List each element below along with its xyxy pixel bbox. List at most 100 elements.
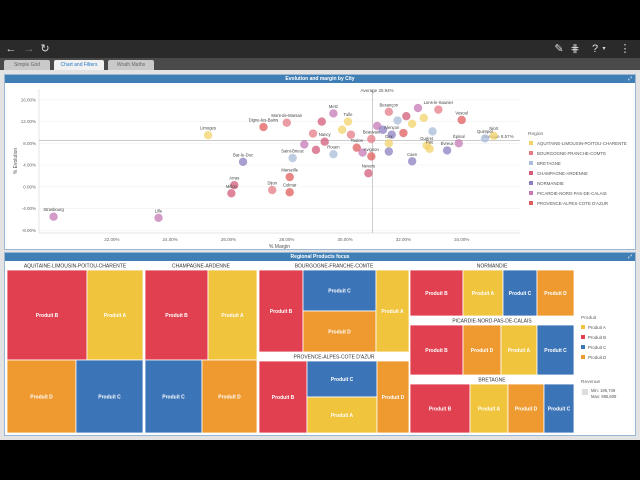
product-legend-label: Produit A xyxy=(588,325,606,330)
x-tick-label: 28.00% xyxy=(279,237,294,242)
treemap-cell xyxy=(144,359,203,434)
more-options-icon[interactable]: ⋮ xyxy=(619,43,631,55)
region-legend-label: CHAMPAGNE-ARDENNE xyxy=(537,171,588,176)
treemap-cell-label: Produit D xyxy=(30,395,53,401)
city-point xyxy=(384,147,394,156)
revenue-legend-swatch xyxy=(582,389,588,395)
back-arrow-icon[interactable]: ← xyxy=(5,43,17,55)
city-label: Alençon xyxy=(384,125,400,130)
region-legend-label: AQUITAINE-LIMOUSIN-POITOU-CHARENTE xyxy=(537,141,627,146)
edit-pencil-icon[interactable]: ✎ xyxy=(554,43,564,55)
treemap-cell-label: Produit C xyxy=(509,291,532,297)
tab-chart-and-filters[interactable]: Chart and Filters xyxy=(54,60,104,70)
region-header xyxy=(410,262,574,269)
treemap-cell xyxy=(409,269,464,317)
product-legend-label: Produit C xyxy=(588,345,606,350)
y-tick-label: -8.00% xyxy=(22,228,36,233)
city-point xyxy=(203,130,213,140)
city-label: Strasbourg xyxy=(43,207,64,212)
product-legend-swatch xyxy=(581,335,585,339)
revenue-max-label: Max: 985,609 xyxy=(591,394,617,399)
treemap-cell-label: Produit B xyxy=(425,291,448,297)
region-legend-swatch xyxy=(529,191,533,195)
city-point xyxy=(317,117,326,126)
region-legend-swatch xyxy=(529,201,533,205)
tab-wrath-maths[interactable]: Wrath Maths xyxy=(108,60,154,70)
region-legend-swatch xyxy=(529,171,533,175)
help-icon[interactable]: ? xyxy=(591,43,599,55)
tab-simple-grid[interactable]: Simple Grid xyxy=(4,60,50,70)
city-label: Niort xyxy=(489,126,499,131)
city-label: Marseille xyxy=(281,168,298,173)
treemap-cell xyxy=(536,324,575,376)
city-point xyxy=(308,129,318,138)
product-legend-swatch xyxy=(581,355,585,359)
treemap-cell-label: Produit D xyxy=(515,407,538,413)
city-point xyxy=(367,134,376,144)
city-point xyxy=(413,103,423,113)
city-point xyxy=(288,153,297,163)
city-label: Pau xyxy=(426,139,434,144)
city-label: Avignon xyxy=(364,147,380,152)
city-point xyxy=(425,144,434,153)
city-point xyxy=(457,115,466,125)
treemap-cell-label: Produit C xyxy=(162,395,185,401)
treemap-cell xyxy=(536,269,575,317)
treemap-cell-label: Produit D xyxy=(544,291,567,297)
city-label: Lons-le-Saunier xyxy=(424,100,454,105)
treemap-cell-label: Produit A xyxy=(381,309,404,315)
city-point xyxy=(434,105,443,114)
city-point xyxy=(300,140,309,149)
city-point xyxy=(358,148,367,157)
treemap-cell xyxy=(75,359,144,434)
city-point xyxy=(442,146,452,155)
city-point xyxy=(329,109,338,118)
app-toolbar: ← → ↻ ✎ ⋕ ? ▾ ⋮ xyxy=(0,40,640,58)
region-legend-swatch xyxy=(529,161,533,165)
treemap-chart: AQUITAINE-LIMOUSIN-POITOU-CHARENTE Produi… xyxy=(6,262,617,434)
city-label: Mont-de-Marsan xyxy=(271,113,302,118)
x-tick-label: 22.00% xyxy=(104,237,119,242)
city-label: Millon xyxy=(226,184,238,189)
city-label: Lille xyxy=(155,208,163,213)
treemap-cell-label: Produit D xyxy=(382,395,405,401)
region-legend-swatch xyxy=(529,141,533,145)
city-label: Caen xyxy=(407,152,418,157)
x-tick-label: 26.00% xyxy=(221,237,236,242)
region-header xyxy=(410,376,574,383)
region-legend-title: Region xyxy=(528,131,544,137)
region-legend-label: PICARDIE-NORD-PAS-DE-CALAIS xyxy=(537,191,607,196)
city-point xyxy=(337,125,347,134)
refresh-icon[interactable]: ↻ xyxy=(40,43,50,55)
treemap-cell xyxy=(144,269,209,361)
treemap-cell xyxy=(86,269,144,361)
treemap-cell-label: Produit A xyxy=(508,348,531,354)
treemap-title: Regional Products focus xyxy=(5,253,635,261)
region-header-label: BOURGOGNE-FRANCHE-COMTE xyxy=(295,264,374,270)
help-dropdown-icon[interactable]: ▾ xyxy=(602,46,606,52)
treemap-panel: Regional Products focus ⤢ AQUITAINE-LIMO… xyxy=(4,252,636,436)
share-icon[interactable]: ⋕ xyxy=(570,43,580,55)
region-header xyxy=(410,317,574,324)
city-label: Saint-Brieuc xyxy=(281,149,304,154)
region-header-label: BRETAGNE xyxy=(478,378,506,384)
treemap-cell-label: Produit B xyxy=(270,309,293,315)
treemap-cell-label: Produit A xyxy=(331,413,354,419)
treemap-expand-icon[interactable]: ⤢ xyxy=(627,254,632,260)
scatter-panel: Evolution and margin by City ⤢ 16.00% 12.… xyxy=(4,74,636,250)
treemap-cell-label: Produit C xyxy=(544,348,567,354)
x-axis-title: % Margin xyxy=(269,244,290,249)
y-tick-label: -4.00% xyxy=(22,206,36,211)
forward-arrow-icon[interactable]: → xyxy=(23,43,35,55)
treemap-cell xyxy=(306,360,378,398)
region-legend-label: PROVENCE-ALPES-COTE D'AZUR xyxy=(537,201,608,206)
treemap-cell xyxy=(502,269,538,317)
treemap-cell xyxy=(543,383,575,434)
city-point xyxy=(311,145,321,155)
x-tick-label: 24.00% xyxy=(163,237,178,242)
city-point xyxy=(454,139,463,148)
city-point xyxy=(428,127,437,136)
treemap-cell xyxy=(500,324,538,376)
city-label: Guéret xyxy=(420,136,434,141)
scatter-expand-icon[interactable]: ⤢ xyxy=(627,76,632,82)
